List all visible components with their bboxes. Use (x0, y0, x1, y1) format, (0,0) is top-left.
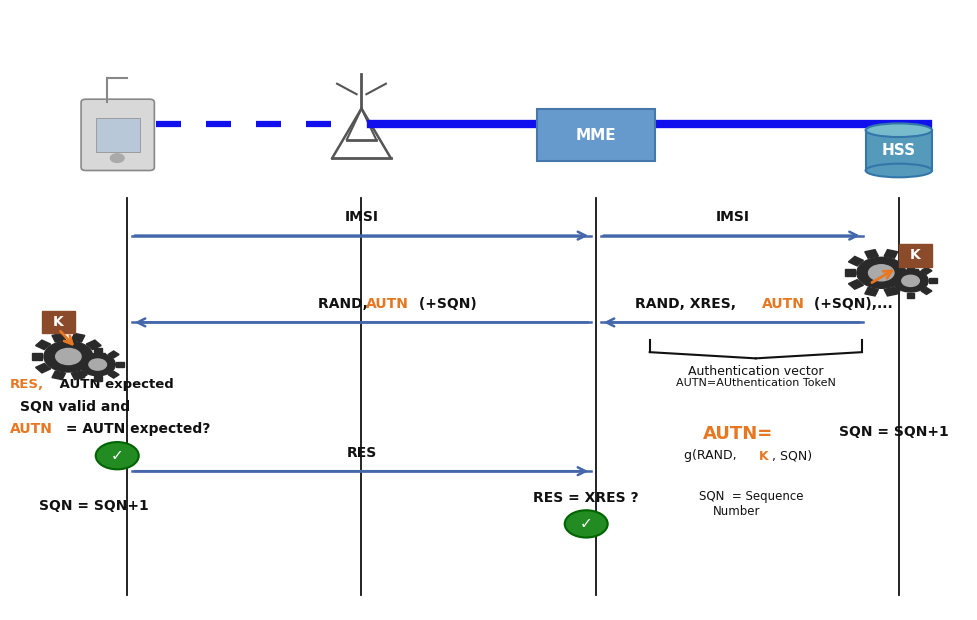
Circle shape (110, 154, 124, 162)
Bar (921, 267, 932, 274)
Text: AUTN=AUthentication TokeN: AUTN=AUthentication TokeN (676, 378, 835, 388)
FancyBboxPatch shape (96, 118, 140, 152)
Bar (94, 353, 105, 360)
Polygon shape (866, 130, 932, 170)
Text: MME: MME (575, 128, 616, 143)
Text: AUTN=: AUTN= (702, 425, 773, 443)
Text: K: K (910, 249, 921, 262)
Text: RAND, XRES,: RAND, XRES, (635, 297, 741, 311)
Text: IMSI: IMSI (345, 210, 378, 224)
Text: K: K (53, 315, 64, 329)
Text: (+SQN),...: (+SQN),... (809, 297, 893, 311)
Bar (94, 376, 102, 381)
Text: ✓: ✓ (110, 448, 124, 463)
FancyBboxPatch shape (81, 99, 154, 170)
Bar (865, 250, 878, 258)
Text: SQN = SQN+1: SQN = SQN+1 (39, 499, 149, 513)
Bar (71, 362, 79, 367)
Circle shape (857, 257, 906, 288)
Bar (907, 269, 918, 276)
Text: K: K (759, 450, 769, 463)
FancyBboxPatch shape (537, 108, 655, 161)
Text: g(RAND,: g(RAND, (684, 450, 741, 463)
Bar (86, 340, 102, 350)
Text: = AUTN expected?: = AUTN expected? (61, 422, 210, 436)
Bar (108, 351, 119, 358)
Text: SQN valid and: SQN valid and (20, 400, 130, 414)
Text: AUTN: AUTN (10, 422, 53, 436)
Bar (907, 264, 914, 269)
Text: AUTN: AUTN (762, 297, 805, 311)
Bar (884, 250, 898, 258)
Bar (71, 334, 85, 342)
Text: SQN = SQN+1: SQN = SQN+1 (839, 425, 949, 439)
Bar (921, 288, 932, 294)
Text: AUTN: AUTN (366, 297, 409, 311)
Text: AUTN expected: AUTN expected (55, 378, 174, 391)
Bar (35, 363, 51, 373)
Bar (848, 257, 864, 266)
Bar (52, 334, 65, 342)
Bar (76, 351, 87, 358)
Bar (71, 371, 85, 379)
Bar (86, 363, 102, 373)
Circle shape (902, 275, 919, 286)
Bar (31, 353, 43, 360)
Circle shape (565, 510, 608, 538)
Circle shape (80, 353, 115, 376)
Text: Number: Number (713, 505, 761, 518)
Circle shape (893, 270, 928, 292)
Text: SQN  = Sequence: SQN = Sequence (699, 490, 803, 503)
Bar (884, 288, 898, 296)
Text: RAND,: RAND, (318, 297, 372, 311)
Bar (76, 371, 87, 378)
Text: ✓: ✓ (579, 516, 593, 531)
Text: , SQN): , SQN) (772, 450, 812, 463)
Ellipse shape (866, 164, 932, 177)
Bar (844, 269, 856, 276)
Bar (889, 288, 900, 294)
Circle shape (44, 341, 93, 372)
Text: RES,: RES, (10, 378, 44, 391)
Circle shape (56, 348, 81, 365)
Bar (52, 371, 65, 379)
Bar (899, 280, 914, 289)
Bar (108, 371, 119, 378)
Text: RES: RES (347, 446, 376, 460)
Text: (+SQN): (+SQN) (414, 297, 477, 311)
Bar (884, 278, 892, 283)
Bar (865, 288, 878, 296)
Bar (116, 362, 124, 367)
Bar (848, 280, 864, 289)
Bar (94, 348, 102, 353)
FancyBboxPatch shape (42, 311, 75, 333)
Text: Authentication vector: Authentication vector (688, 365, 824, 378)
Circle shape (89, 359, 106, 370)
Bar (889, 267, 900, 274)
Text: HSS: HSS (882, 143, 915, 158)
Circle shape (96, 442, 139, 469)
FancyBboxPatch shape (899, 244, 932, 267)
Bar (929, 278, 937, 283)
Bar (907, 293, 914, 298)
Ellipse shape (866, 123, 932, 137)
Text: IMSI: IMSI (716, 210, 749, 224)
Circle shape (869, 265, 894, 281)
Bar (899, 257, 914, 266)
Bar (35, 340, 51, 350)
Text: RES = XRES ?: RES = XRES ? (533, 491, 639, 505)
